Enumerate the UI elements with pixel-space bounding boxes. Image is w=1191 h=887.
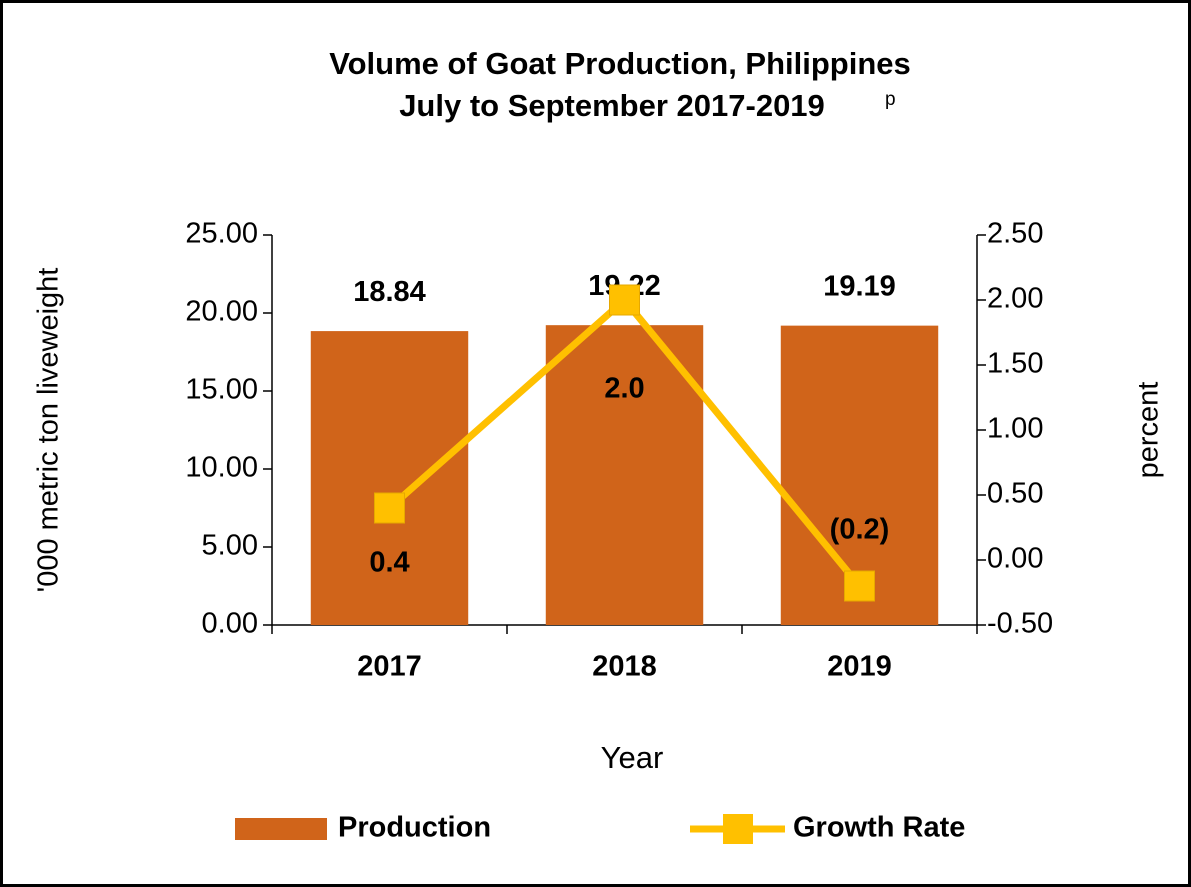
subtitle-superscript: p (885, 89, 896, 110)
y-tick-label: 15.00 (185, 374, 258, 406)
y-axis-label: '000 metric ton liveweight (33, 268, 65, 593)
y2-tick-label: 0.00 (987, 543, 1043, 575)
legend-swatch (235, 818, 327, 840)
y-tick-label: 10.00 (185, 452, 258, 484)
x-tick-label: 2018 (592, 651, 657, 683)
y2-tick-label: 1.50 (987, 348, 1043, 380)
line-marker (609, 284, 640, 316)
y-tick-label: 20.00 (185, 296, 258, 328)
x-axis-label: Year (601, 740, 664, 775)
legend-label: Growth Rate (793, 812, 965, 844)
legend-marker (723, 814, 753, 844)
line-value-label: 0.4 (369, 547, 409, 579)
line-value-label: (0.2) (830, 514, 890, 546)
y-tick-label: 25.00 (185, 218, 258, 250)
bar-value-label: 19.19 (823, 270, 896, 302)
bar (310, 331, 469, 625)
y2-tick-label: 2.50 (987, 218, 1043, 250)
line-marker (374, 492, 405, 524)
chart-title: Volume of Goat Production, Philippines (329, 46, 911, 81)
bar (545, 325, 704, 625)
y2-tick-label: -0.50 (987, 608, 1053, 640)
y-tick-label: 5.00 (202, 530, 258, 562)
x-tick-label: 2019 (827, 651, 892, 683)
bar-value-label: 18.84 (353, 276, 426, 308)
line-marker (844, 570, 875, 602)
y-tick-label: 0.00 (202, 608, 258, 640)
y2-tick-label: 0.50 (987, 478, 1043, 510)
chart-subtitle: July to September 2017-2019 (399, 88, 825, 123)
y2-tick-label: 1.00 (987, 413, 1043, 445)
y2-tick-label: 2.00 (987, 283, 1043, 315)
legend-label: Production (338, 812, 491, 844)
line-value-label: 2.0 (604, 373, 644, 405)
y2-axis-label: percent (1133, 382, 1165, 479)
x-tick-label: 2017 (357, 651, 422, 683)
